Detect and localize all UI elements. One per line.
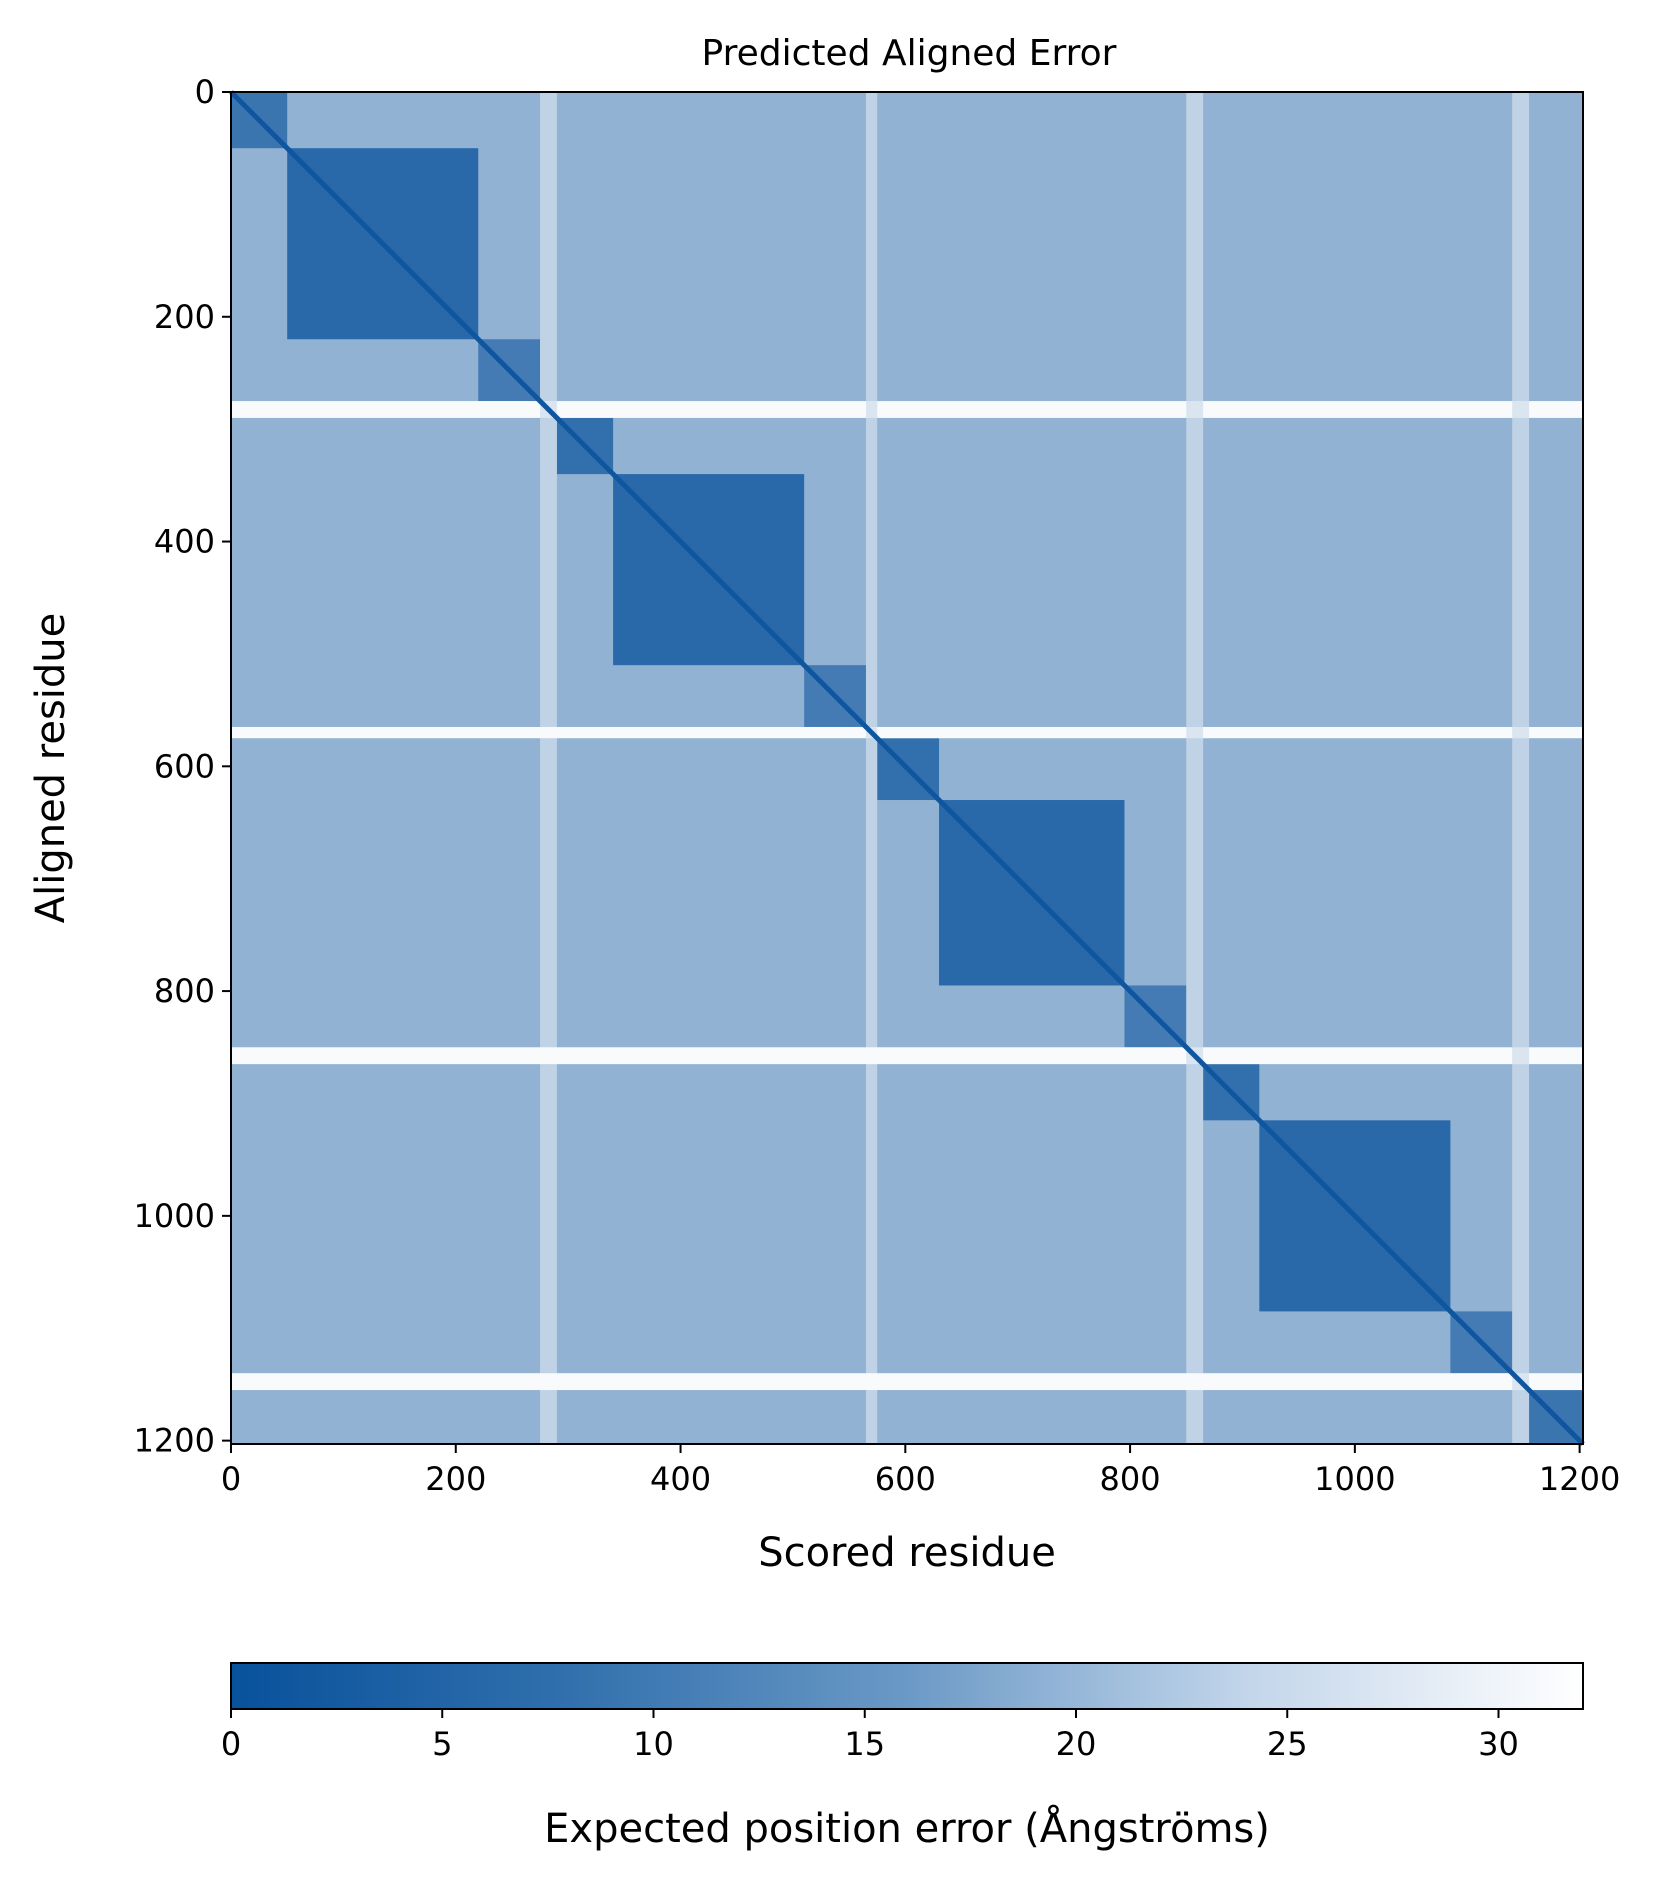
x-tick-label: 0 <box>221 1460 241 1498</box>
heatmap-linker-column <box>1186 92 1204 1444</box>
heatmap-linker-column <box>540 92 557 1444</box>
heatmap-diagonal <box>229 90 1585 1446</box>
y-tick-label: 400 <box>154 523 215 561</box>
y-tick-label: 800 <box>154 972 215 1010</box>
heatmap-linker-row <box>231 726 1583 739</box>
x-tick-label: 1200 <box>1539 1460 1620 1498</box>
heatmap-linker-column <box>1512 92 1530 1444</box>
x-axis-label: Scored residue <box>758 1530 1056 1576</box>
x-axis: 0 200 400 600 800 1000 1200 <box>221 1444 1620 1498</box>
heatmap-linker-row <box>231 401 1583 418</box>
colorbar <box>230 1662 1584 1710</box>
x-tick-label: 800 <box>1100 1460 1161 1498</box>
x-tick-label: 200 <box>425 1460 486 1498</box>
colorbar-tick-label: 10 <box>633 1725 674 1763</box>
x-tick-label: 400 <box>650 1460 711 1498</box>
heatmap-linker-row <box>231 1373 1583 1391</box>
x-tick-label: 1000 <box>1314 1460 1395 1498</box>
y-tick-label: 600 <box>154 747 215 785</box>
colorbar-tick-label: 20 <box>1056 1725 1097 1763</box>
y-tick-label: 200 <box>154 298 215 336</box>
y-tick-label: 1000 <box>134 1197 215 1235</box>
colorbar-tick-label: 5 <box>432 1725 452 1763</box>
heatmap-linker-column <box>865 92 878 1444</box>
y-tick-label: 0 <box>195 73 215 111</box>
colorbar-tick-label: 25 <box>1267 1725 1308 1763</box>
heatmap-linker-row <box>231 1047 1583 1065</box>
colorbar-axis: 0 5 10 15 20 25 30 <box>221 1709 1519 1763</box>
y-axis: 0 200 400 600 800 1000 1200 <box>134 73 231 1460</box>
heatmap <box>229 90 1585 1446</box>
y-tick-label: 1200 <box>134 1422 215 1460</box>
colorbar-label: Expected position error (Ångströms) <box>544 1804 1270 1852</box>
y-axis-label: Aligned residue <box>28 613 74 924</box>
plot-frame <box>230 91 1584 1445</box>
chart-title: Predicted Aligned Error <box>702 33 1117 74</box>
x-tick-label: 600 <box>875 1460 936 1498</box>
colorbar-tick-label: 30 <box>1478 1725 1519 1763</box>
colorbar-tick-label: 0 <box>221 1725 241 1763</box>
colorbar-tick-label: 15 <box>844 1725 885 1763</box>
